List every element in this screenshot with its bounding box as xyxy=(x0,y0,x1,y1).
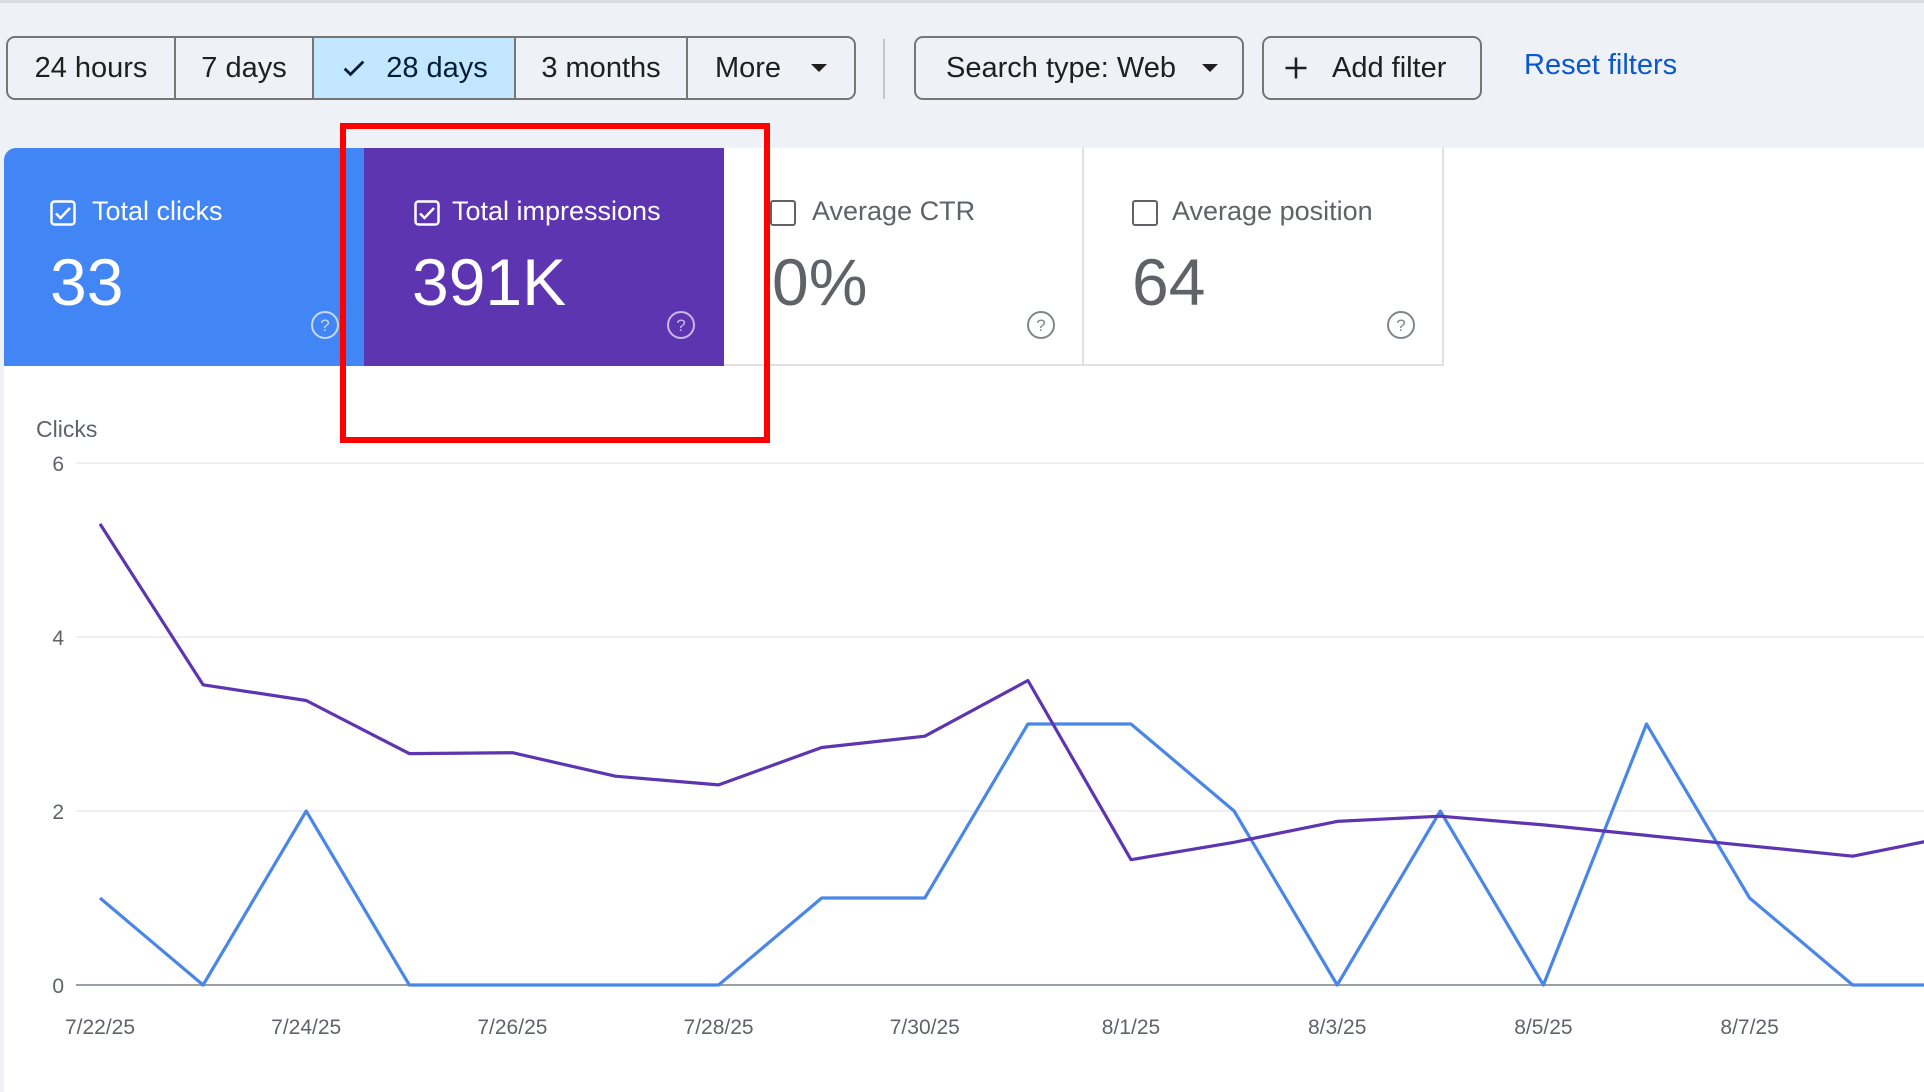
impressions-series-line[interactable] xyxy=(98,523,1924,862)
toolbar-divider xyxy=(883,39,885,99)
reset-filters-link[interactable]: Reset filters xyxy=(1524,49,1678,81)
add-filter-label: Add filter xyxy=(1332,51,1447,84)
checkbox-unchecked-icon[interactable] xyxy=(1132,200,1158,226)
metric-card-total-clicks[interactable]: Total clicks 33 ? xyxy=(4,148,364,366)
y-tick-label: 6 xyxy=(52,453,64,476)
x-tick-label: 7/26/25 xyxy=(477,1016,547,1039)
metric-label: Average position xyxy=(1172,196,1373,226)
x-tick-label: 7/22/25 xyxy=(65,1016,135,1039)
svg-text:?: ? xyxy=(320,316,329,335)
metric-label: Average CTR xyxy=(812,196,976,226)
search-type-label: Search type: Web xyxy=(946,51,1176,84)
range-label: 28 days xyxy=(386,51,488,84)
help-icon[interactable]: ? xyxy=(310,310,340,340)
checkbox-checked-icon[interactable] xyxy=(50,200,76,226)
checkbox-unchecked-icon[interactable] xyxy=(770,200,796,226)
dropdown-caret-icon xyxy=(1201,64,1218,72)
range-label: 24 hours xyxy=(34,51,148,84)
add-filter-button[interactable]: Add filter xyxy=(1262,36,1482,100)
metric-card-total-impressions[interactable]: Total impressions 391K ? xyxy=(364,148,724,366)
x-tick-label: 7/24/25 xyxy=(271,1016,341,1039)
metric-value: 64 xyxy=(1132,245,1206,319)
x-tick-label: 7/28/25 xyxy=(684,1016,754,1039)
plus-icon xyxy=(1285,57,1307,79)
metric-label: Total clicks xyxy=(92,196,223,226)
search-type-dropdown[interactable]: Search type: Web xyxy=(914,36,1244,100)
x-tick-label: 7/30/25 xyxy=(890,1016,960,1039)
range-3-months-button[interactable]: 3 months xyxy=(516,38,688,98)
metric-value: 33 xyxy=(50,245,124,319)
more-ranges-button[interactable]: More xyxy=(688,38,854,98)
help-icon[interactable]: ? xyxy=(1386,310,1416,340)
metric-value: 391K xyxy=(412,245,567,319)
top-border xyxy=(0,0,1924,3)
grid-lines xyxy=(76,462,1924,986)
performance-chart: Clicks 0 2 4 6 7/22/25 7/24/25 7/26/25 7/28/25… xyxy=(36,416,1924,1039)
svg-text:?: ? xyxy=(676,316,685,335)
metric-label: Total impressions xyxy=(452,196,661,226)
checkbox-checked-icon[interactable] xyxy=(414,200,440,226)
x-tick-label: 8/1/25 xyxy=(1102,1016,1160,1039)
y-tick-label: 4 xyxy=(52,627,64,650)
y-tick-label: 0 xyxy=(52,975,64,998)
x-tick-label: 8/3/25 xyxy=(1308,1016,1366,1039)
metric-card-average-ctr[interactable]: Average CTR 0% ? xyxy=(724,148,1084,366)
dropdown-caret-icon xyxy=(811,64,828,72)
series-lines xyxy=(98,523,1924,987)
clicks-series-line[interactable] xyxy=(98,722,1924,987)
x-tick-label: 8/5/25 xyxy=(1514,1016,1572,1039)
range-label: 3 months xyxy=(541,51,661,84)
x-tick-labels: 7/22/25 7/24/25 7/26/25 7/28/25 7/30/25 8/1/2… xyxy=(65,1016,1779,1039)
svg-text:?: ? xyxy=(1036,316,1045,335)
metric-value: 0% xyxy=(772,245,868,319)
range-label: More xyxy=(714,51,782,84)
range-label: 7 days xyxy=(201,51,287,84)
y-tick-labels: 0 2 4 6 xyxy=(52,453,64,998)
x-tick-label: 8/7/25 xyxy=(1720,1016,1778,1039)
range-28-days-button[interactable]: 28 days xyxy=(314,38,516,98)
range-24-hours-button[interactable]: 24 hours xyxy=(8,38,176,98)
help-icon[interactable]: ? xyxy=(666,310,696,340)
y-axis-label: Clicks xyxy=(36,416,97,442)
metric-card-average-position[interactable]: Average position 64 ? xyxy=(1084,148,1444,366)
date-range-selector: 24 hours 7 days 28 days 3 months More xyxy=(6,36,856,100)
y-tick-label: 2 xyxy=(52,801,64,824)
svg-text:?: ? xyxy=(1396,316,1405,335)
filter-toolbar: 24 hours 7 days 28 days 3 months More Se… xyxy=(0,36,1924,100)
range-7-days-button[interactable]: 7 days xyxy=(176,38,314,98)
help-icon[interactable]: ? xyxy=(1026,310,1056,340)
checkmark-icon xyxy=(343,60,365,77)
